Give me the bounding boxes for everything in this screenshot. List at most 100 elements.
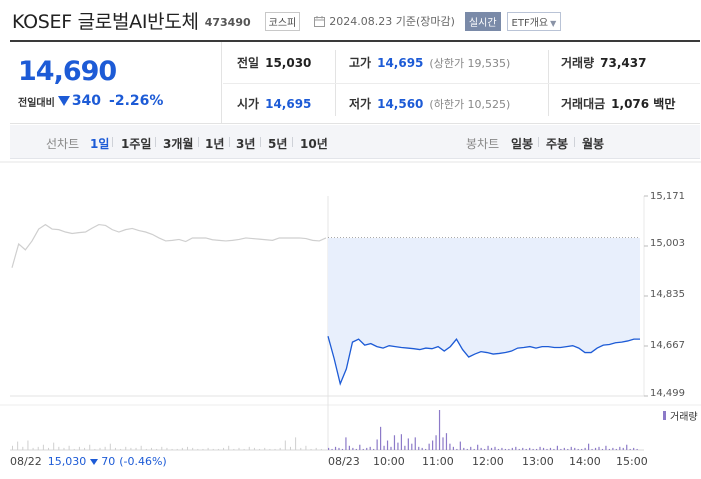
volume-bar	[581, 448, 583, 450]
volume-cell: 거래량 73,437	[561, 42, 646, 83]
volume-bar	[577, 448, 579, 450]
tab-weekly-candle[interactable]: 주봉	[546, 137, 569, 151]
volume-bar	[515, 446, 517, 450]
prev-day-change-pct: (-0.46%)	[119, 455, 167, 468]
tab-1d[interactable]: 1일	[90, 137, 110, 151]
amount-label: 거래대금	[561, 97, 606, 111]
volume-bar	[99, 447, 101, 450]
prev-day-close: 15,030	[47, 455, 87, 468]
volume-bar	[407, 438, 409, 450]
etf-overview-label: ETF개요	[511, 17, 549, 29]
tab-separator	[292, 137, 293, 147]
y-tick-label: 15,171	[650, 191, 685, 202]
volume-bar	[104, 446, 106, 450]
volume-bar	[328, 447, 330, 450]
volume-bar	[48, 447, 50, 450]
volume-bar	[279, 447, 281, 450]
x-tick-label: 11:00	[422, 455, 454, 468]
y-tick-label: 14,499	[650, 388, 685, 399]
volume-bar	[400, 434, 402, 450]
high-value: 14,695	[377, 55, 424, 70]
volume-bar	[497, 448, 500, 450]
volume-bar	[397, 442, 399, 450]
tab-monthly-candle[interactable]: 월봉	[582, 137, 605, 151]
header-divider	[10, 40, 700, 42]
tab-3y[interactable]: 3년	[236, 137, 256, 151]
volume-bar	[233, 448, 235, 450]
volume-bar	[373, 448, 375, 450]
volume-bar	[383, 445, 385, 450]
volume-bar	[438, 410, 441, 450]
volume-bar	[197, 448, 199, 450]
volume-bar	[300, 447, 302, 450]
volume-bar	[145, 448, 147, 450]
volume-bar	[341, 448, 344, 450]
volume-bar	[187, 446, 189, 450]
low-cell: 저가 14,560 (하한가 10,525)	[349, 83, 510, 124]
tab-5y[interactable]: 5년	[268, 137, 288, 151]
tab-1y[interactable]: 1년	[205, 137, 225, 151]
volume-bar	[494, 446, 496, 450]
volume-bar	[248, 446, 250, 450]
volume-bar	[393, 435, 396, 450]
tab-3m[interactable]: 3개월	[163, 137, 194, 151]
volume-bar	[58, 446, 60, 450]
volume-bar	[114, 447, 116, 450]
volume-bar	[171, 448, 173, 450]
volume-bar	[612, 447, 614, 450]
volume-bar	[161, 446, 163, 450]
previous-day-info: 08/22 15,030 70 (-0.46%)	[10, 455, 167, 468]
volume-bar	[12, 445, 13, 450]
volume-bar	[608, 448, 610, 450]
volume-bar	[192, 447, 194, 450]
volume-bar	[542, 447, 545, 450]
change-row: 전일대비 340 -2.26%	[18, 93, 163, 109]
volume-bar	[619, 446, 621, 450]
realtime-button[interactable]: 실시간	[464, 11, 501, 31]
volume-bar	[386, 440, 389, 450]
y-tick-label: 14,667	[650, 340, 685, 351]
volume-bar	[37, 446, 39, 450]
tab-separator	[155, 137, 156, 147]
volume-bar	[42, 444, 44, 450]
volume-bar	[305, 445, 307, 450]
volume-bar	[269, 448, 271, 450]
volume-bar	[549, 447, 552, 450]
volume-bar	[334, 446, 337, 450]
volume-bar	[605, 445, 607, 450]
x-tick-label: 14:00	[569, 455, 601, 468]
today-area-fill	[328, 237, 640, 384]
price-chart[interactable]: 15,171 15,003 14,835 14,667 14,499 거래량 0…	[0, 160, 701, 479]
volume-bar	[176, 448, 178, 450]
volume-bar	[591, 448, 593, 450]
volume-bar	[22, 446, 24, 450]
volume-bar	[207, 447, 209, 450]
volume-bar	[529, 447, 531, 450]
volume-bar	[63, 447, 65, 450]
low-label: 저가	[349, 97, 372, 111]
volume-bar	[320, 448, 322, 450]
volume-legend: 거래량	[663, 408, 698, 423]
volume-bar	[463, 447, 465, 450]
previous-day-line	[11, 223, 327, 268]
tab-daily-candle[interactable]: 일봉	[511, 137, 534, 151]
volume-bar	[202, 448, 204, 450]
volume-bar	[89, 444, 91, 450]
tab-1w[interactable]: 1주일	[121, 137, 152, 151]
volume-bar	[584, 447, 586, 450]
amount-cell: 거래대금 1,076 백만	[561, 83, 675, 124]
tab-10y[interactable]: 10년	[300, 137, 328, 151]
volume-value: 73,437	[600, 55, 647, 70]
volume-bar	[452, 446, 454, 450]
volume-bar	[598, 446, 600, 450]
volume-bar	[369, 446, 371, 450]
volume-bar	[32, 447, 34, 450]
etf-overview-dropdown[interactable]: ETF개요 ▼	[506, 11, 562, 31]
volume-bar	[274, 448, 276, 450]
tab-separator	[538, 137, 539, 147]
prev-close-label: 전일	[237, 56, 260, 70]
volume-bar	[432, 440, 434, 450]
volume-bar	[352, 447, 354, 450]
volume-bar	[563, 447, 565, 450]
volume-bar	[411, 443, 413, 450]
